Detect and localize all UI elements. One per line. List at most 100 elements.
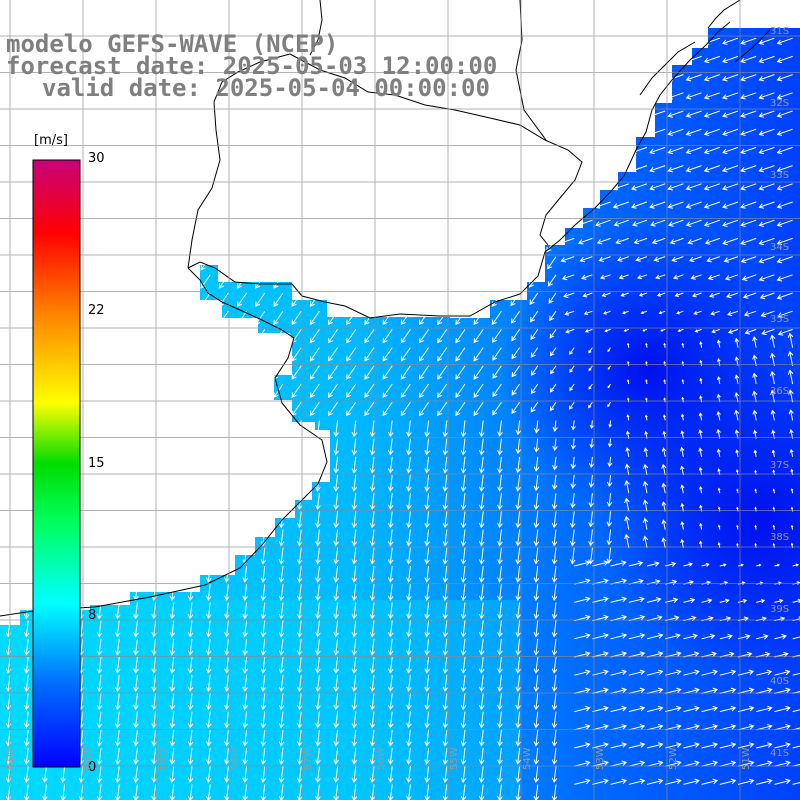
wind-arrow [260, 438, 267, 456]
wind-arrow [546, 219, 557, 235]
wind-arrow [260, 711, 267, 729]
wind-arrow [351, 511, 358, 529]
wind-arrow [460, 711, 467, 729]
wind-arrow [187, 438, 194, 456]
wind-arrow [511, 365, 521, 378]
wind-arrow [588, 474, 595, 488]
wind-arrow [610, 633, 628, 640]
wind-arrow [387, 584, 394, 602]
wind-arrow [145, 329, 157, 344]
wind-arrow [533, 565, 540, 583]
wind-arrow [740, 110, 757, 118]
wind-arrow [515, 420, 522, 436]
wind-arrow [703, 146, 720, 155]
wind-arrow [224, 729, 230, 747]
wind-arrow [665, 633, 681, 640]
wind-arrow [511, 347, 521, 360]
wind-arrow [369, 638, 376, 656]
wind-arrow [437, 165, 448, 180]
wind-arrow [114, 438, 121, 456]
wind-arrow [497, 656, 503, 674]
wind-arrow [558, 201, 575, 209]
wind-arrow [205, 438, 212, 456]
wind-arrow [133, 474, 139, 492]
wind-arrow [727, 310, 739, 317]
wind-arrow [364, 28, 375, 34]
wind-arrow [509, 128, 521, 144]
wind-arrow [497, 565, 503, 583]
wind-arrow [583, 310, 593, 316]
wind-arrow [224, 766, 230, 784]
wind-arrow [685, 92, 702, 100]
wind-arrow [734, 337, 740, 348]
wind-arrow [96, 711, 103, 729]
wind-arrow [491, 256, 502, 271]
wind-arrow [96, 529, 103, 547]
wind-arrow [327, 365, 339, 380]
wind-arrow [721, 219, 739, 227]
wind-arrow [770, 409, 776, 421]
wind-arrow [242, 638, 248, 656]
wind-arrow [551, 638, 558, 656]
wind-arrow [592, 633, 609, 640]
wind-arrow [145, 292, 157, 307]
wind-arrow [60, 784, 66, 800]
lat-label: 40S [770, 676, 790, 687]
wind-arrow [114, 511, 121, 529]
wind-arrow [776, 146, 793, 155]
wind-arrow [592, 560, 609, 567]
wind-arrow [205, 620, 212, 638]
wind-arrow [528, 165, 539, 180]
wind-arrow [205, 656, 212, 674]
wind-arrow [260, 511, 267, 529]
wind-arrow [646, 778, 664, 785]
wind-arrow [18, 274, 29, 289]
wind-arrow [551, 620, 558, 638]
wind-arrow [187, 766, 194, 784]
wind-arrow [418, 365, 430, 380]
wind-arrow [769, 370, 776, 385]
wind-arrow [473, 238, 484, 253]
wind-arrow [145, 165, 157, 180]
wind-arrow [182, 401, 193, 417]
wind-arrow [333, 729, 339, 747]
lat-label: 41S [770, 748, 790, 759]
wind-arrow [548, 292, 557, 304]
wind-arrow [291, 310, 302, 326]
wind-arrow [418, 219, 430, 235]
wind-arrow [351, 456, 358, 474]
wind-arrow [740, 55, 757, 64]
wind-arrow [260, 729, 267, 747]
wind-arrow [491, 128, 502, 144]
wind-arrow [236, 329, 248, 344]
wind-arrow [574, 778, 591, 785]
wind-arrow [387, 675, 394, 693]
wind-arrow [776, 128, 793, 136]
wind-arrow [127, 238, 138, 253]
wind-arrow [547, 274, 557, 287]
wind-arrow [787, 369, 794, 385]
wind-arrow [607, 438, 613, 448]
wind-arrow [315, 711, 321, 729]
wind-arrow [333, 711, 339, 729]
wind-arrow [255, 128, 266, 144]
wind-arrow [346, 329, 357, 344]
wind-arrow [588, 493, 595, 508]
wind-arrow [406, 456, 412, 474]
wind-arrow [169, 747, 176, 765]
wind-arrow [574, 705, 591, 713]
wind-arrow [528, 183, 539, 198]
wind-arrow [631, 219, 648, 227]
wind-arrow [224, 656, 230, 674]
wind-arrow [236, 365, 248, 380]
wind-arrow [164, 292, 175, 307]
colorbar-unit: [m/s] [34, 133, 68, 148]
wind-arrow [400, 383, 411, 398]
wind-arrow [224, 675, 230, 693]
wind-arrow [665, 742, 682, 749]
wind-arrow [491, 165, 502, 180]
wind-arrow [681, 379, 685, 385]
wind-arrow [533, 656, 540, 674]
wind-arrow [787, 332, 794, 348]
wind-arrow [608, 420, 612, 428]
